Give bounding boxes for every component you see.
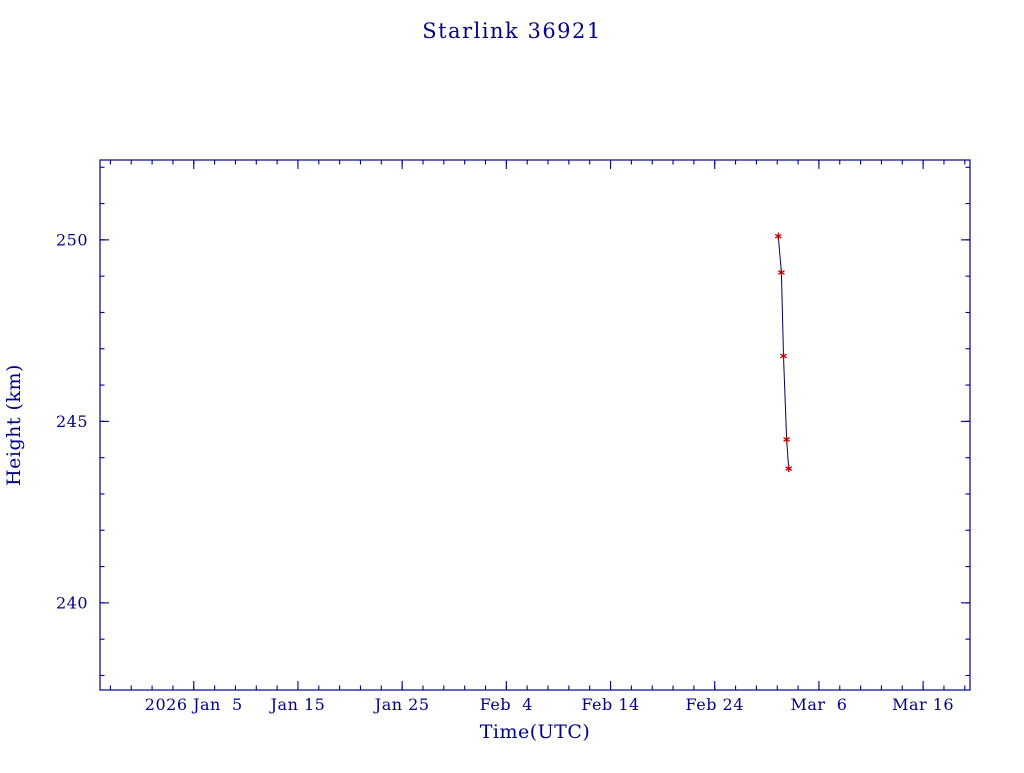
x-tick-label: 2026 Jan 5 xyxy=(145,695,243,714)
x-tick-label: Feb 4 xyxy=(480,695,533,714)
tick-label-group: 2026 Jan 5 Jan 15 Jan 25 Feb 4 Feb 14 Feb 24 M… xyxy=(56,230,954,714)
plot-frame-group xyxy=(99,159,971,691)
axis-tick-group xyxy=(100,160,970,690)
x-axis-label: Time(UTC) xyxy=(480,721,591,743)
marker-arm xyxy=(785,466,793,471)
x-tick-label: Jan 15 xyxy=(269,695,326,714)
marker-arm xyxy=(777,270,785,275)
data-point-marker xyxy=(777,268,785,277)
x-tick-label: Mar 16 xyxy=(892,695,954,714)
marker-arm xyxy=(774,233,782,239)
x-tick-label: Mar 6 xyxy=(790,695,847,714)
x-tick-label: Feb 24 xyxy=(686,695,744,714)
y-tick-label: 250 xyxy=(56,230,88,249)
data-point-marker xyxy=(783,435,791,444)
y-tick-label: 245 xyxy=(56,412,88,431)
y-axis-label: Height (km) xyxy=(3,364,25,486)
data-series-group xyxy=(774,232,793,473)
plot-frame xyxy=(99,159,971,691)
x-tick-label: Feb 14 xyxy=(581,695,639,714)
marker-arm xyxy=(780,353,787,359)
marker-arm xyxy=(783,437,791,442)
marker-group xyxy=(774,232,793,473)
chart-title: Starlink 36921 xyxy=(422,19,602,43)
data-point-marker xyxy=(774,232,782,240)
data-point-marker xyxy=(785,464,793,473)
x-tick-label: Jan 25 xyxy=(373,695,430,714)
data-point-marker xyxy=(780,352,787,360)
y-tick-label: 240 xyxy=(56,593,88,612)
